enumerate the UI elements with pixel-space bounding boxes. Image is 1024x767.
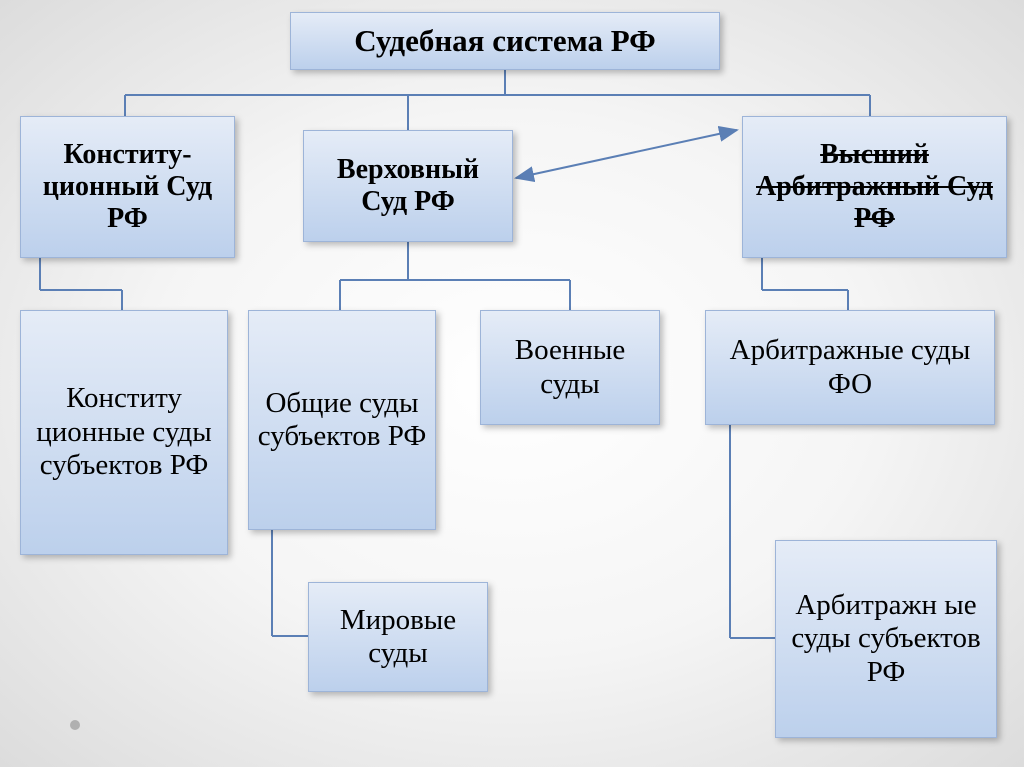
decorative-dot <box>70 720 80 730</box>
node-supreme-label: Верховный Суд РФ <box>312 154 504 218</box>
node-arbitration-fo-label: Арбитражные суды ФО <box>714 334 986 401</box>
node-arbitration-subj-label: Арбитражн ые суды субъектов РФ <box>784 589 988 689</box>
node-world: Мировые суды <box>308 582 488 692</box>
node-root-label: Судебная система РФ <box>354 23 656 59</box>
node-supreme: Верховный Суд РФ <box>303 130 513 242</box>
node-arbitration-fo: Арбитражные суды ФО <box>705 310 995 425</box>
node-root: Судебная система РФ <box>290 12 720 70</box>
node-military-label: Военные суды <box>489 334 651 401</box>
node-world-label: Мировые суды <box>317 604 479 671</box>
node-constitutional-subj: Конститу ционные суды субъектов РФ <box>20 310 228 555</box>
node-arbitration-high: Высший Арбитражный Суд РФ <box>742 116 1007 258</box>
node-general-subj: Общие суды субъектов РФ <box>248 310 436 530</box>
node-constitutional-subj-label: Конститу ционные суды субъектов РФ <box>29 382 219 482</box>
node-arbitration-high-label: Высший Арбитражный Суд РФ <box>751 139 998 236</box>
node-constitutional: Конститу-ционный Суд РФ <box>20 116 235 258</box>
node-military: Военные суды <box>480 310 660 425</box>
node-constitutional-label: Конститу-ционный Суд РФ <box>29 139 226 236</box>
node-arbitration-subj: Арбитражн ые суды субъектов РФ <box>775 540 997 738</box>
node-general-subj-label: Общие суды субъектов РФ <box>257 387 427 454</box>
